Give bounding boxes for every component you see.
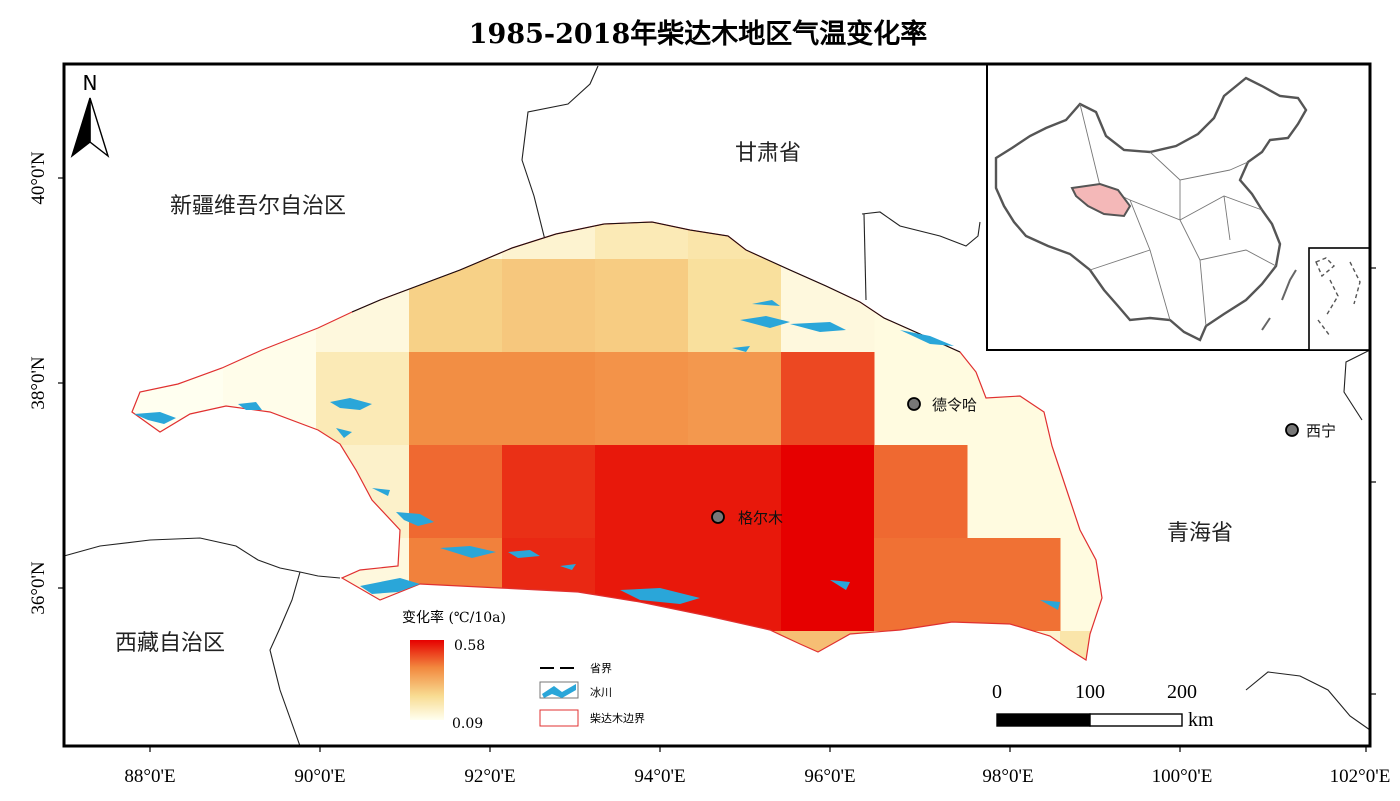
glaciers [134, 300, 1060, 610]
legend-boundary-symbol [539, 709, 579, 727]
scale-unit: km [1188, 709, 1214, 731]
city-label: 西宁 [1306, 422, 1336, 440]
city-delingha: 德令哈 [907, 396, 977, 414]
north-arrow: N [70, 71, 110, 158]
grid-cell [502, 352, 596, 446]
x-tick-label: 96°0'E [804, 766, 855, 787]
region-label-qinghai: 青海省 [1167, 521, 1233, 546]
x-tick-label: 88°0'E [124, 766, 175, 787]
grid-cell [595, 352, 689, 446]
scale-label-100: 100 [1075, 681, 1105, 703]
city-golmud: 格尔木 [711, 509, 783, 527]
inset-map [986, 63, 1371, 351]
scale-label-200: 200 [1167, 681, 1197, 703]
x-tick-label: 102°0'E [1330, 766, 1391, 787]
grid-cell [595, 259, 689, 353]
grid-cell [874, 445, 968, 539]
grid-cell [316, 352, 410, 446]
y-axis: 40°0'N 38°0'N 36°0'N [28, 151, 1376, 695]
city-xining: 西宁 [1285, 422, 1336, 440]
north-label: N [83, 71, 98, 95]
legend-province-label: 省界 [590, 662, 612, 675]
y-tick-label: 36°0'N [28, 561, 49, 615]
legend-glacier-label: 冰川 [590, 686, 612, 699]
grid-cell [781, 445, 875, 539]
grid-cell [502, 259, 596, 353]
grid-cell [595, 222, 689, 260]
south-sea-inset [1308, 247, 1371, 351]
legend-title: 变化率 (℃/10a) [402, 609, 506, 626]
qaidam-highlight [1070, 182, 1132, 218]
scale-bar: 0 100 200 km [992, 681, 1214, 731]
x-axis: 88°0'E 90°0'E 92°0'E 94°0'E 96°0'E 98°0'… [124, 746, 1390, 787]
city-marker [711, 510, 725, 524]
grid-cell [409, 352, 503, 446]
legend-min: 0.09 [452, 716, 483, 732]
grid-cell [781, 352, 875, 446]
grid-cell [688, 445, 782, 539]
city-marker [1285, 423, 1299, 437]
province-boundaries [63, 65, 1371, 747]
legend-gradient [410, 640, 444, 720]
y-tick-label: 38°0'N [28, 356, 49, 410]
city-marker [907, 397, 921, 411]
x-tick-label: 94°0'E [634, 766, 685, 787]
city-label: 格尔木 [738, 509, 783, 527]
grid-cell [967, 538, 1061, 632]
china-outline [994, 76, 1308, 342]
x-tick-label: 92°0'E [464, 766, 515, 787]
legend: 变化率 (℃/10a) 0.58 0.09 省界 冰川 柴达木边界 [402, 609, 645, 732]
scale-label-0: 0 [992, 681, 1002, 703]
basin-outer-edge [351, 221, 961, 353]
grid-cell [595, 445, 689, 539]
grid-cell [781, 538, 875, 632]
region-label-gansu: 甘肃省 [735, 141, 801, 166]
coast-islands [1261, 269, 1297, 331]
x-tick-label: 100°0'E [1152, 766, 1213, 787]
x-tick-label: 90°0'E [294, 766, 345, 787]
map-title: 1985-2018年柴达木地区气温变化率 [469, 18, 928, 50]
grid-cell [502, 445, 596, 539]
legend-boundary-label: 柴达木边界 [590, 711, 645, 725]
city-label: 德令哈 [932, 396, 977, 414]
inset-province-lines [1079, 103, 1277, 327]
grid-cell [874, 538, 968, 632]
region-label-xinjiang: 新疆维吾尔自治区 [170, 194, 346, 219]
grid-cell [688, 352, 782, 446]
region-label-xizang: 西藏自治区 [115, 631, 225, 656]
grid-cell [688, 259, 782, 353]
y-tick-label: 40°0'N [28, 151, 49, 205]
x-tick-label: 98°0'E [982, 766, 1033, 787]
map-frame [62, 62, 1372, 748]
legend-max: 0.58 [454, 638, 485, 654]
